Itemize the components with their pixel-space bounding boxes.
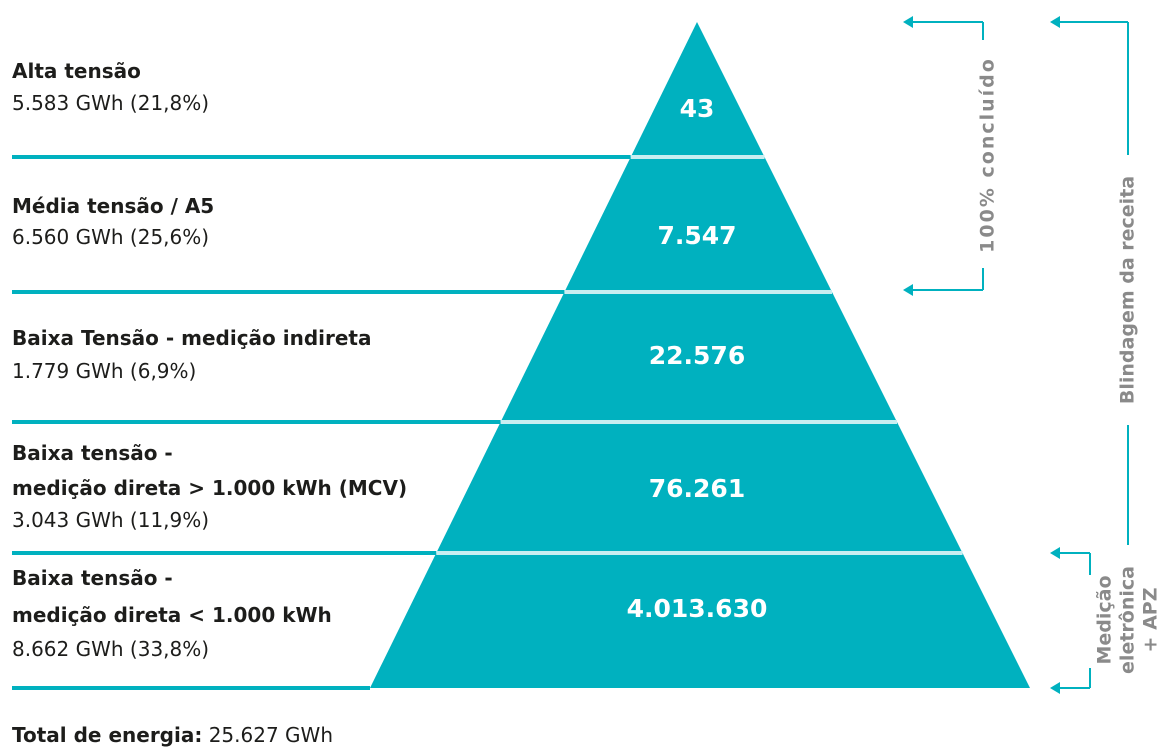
layer-count: 76.261: [649, 474, 745, 503]
bracket-label: Medição: [1094, 575, 1116, 664]
layer-energy: 5.583 GWh (21,8%): [12, 91, 209, 115]
layer-title: Baixa Tensão - medição indireta: [12, 326, 372, 350]
layer-energy: 3.043 GWh (11,9%): [12, 508, 209, 532]
footer-label: Total de energia:: [12, 723, 202, 747]
layer-title: medição direta > 1.000 kWh (MCV): [12, 476, 407, 500]
footer: Total de energia: 25.627 GWh: [12, 723, 333, 747]
bracket-label: 100% concluído: [977, 57, 999, 253]
layer-title: Alta tensão: [12, 59, 141, 83]
layer-count: 43: [680, 94, 715, 123]
layer-count: 7.547: [657, 221, 736, 250]
layer-count: 4.013.630: [627, 594, 768, 623]
layer-energy: 8.662 GWh (33,8%): [12, 637, 209, 661]
layer-energy: 1.779 GWh (6,9%): [12, 359, 196, 383]
layer-title: Média tensão / A5: [12, 194, 214, 218]
bracket-label: eletrônica: [1117, 566, 1139, 674]
layer-title: Baixa tensão -: [12, 566, 173, 590]
layer-title: medição direta < 1.000 kWh: [12, 603, 332, 627]
arrowhead: [1050, 682, 1060, 694]
arrowhead: [903, 284, 913, 296]
layer-count: 22.576: [649, 341, 745, 370]
layer-energy: 6.560 GWh (25,6%): [12, 225, 209, 249]
bracket-label: + APZ: [1140, 588, 1162, 653]
bracket-label: Blindagem da receita: [1117, 176, 1139, 404]
arrowhead: [1050, 547, 1060, 559]
footer-value: 25.627 GWh: [209, 723, 333, 747]
arrowhead: [1050, 16, 1060, 28]
arrowhead: [903, 16, 913, 28]
pyramid: [370, 22, 1030, 688]
layer-title: Baixa tensão -: [12, 441, 173, 465]
